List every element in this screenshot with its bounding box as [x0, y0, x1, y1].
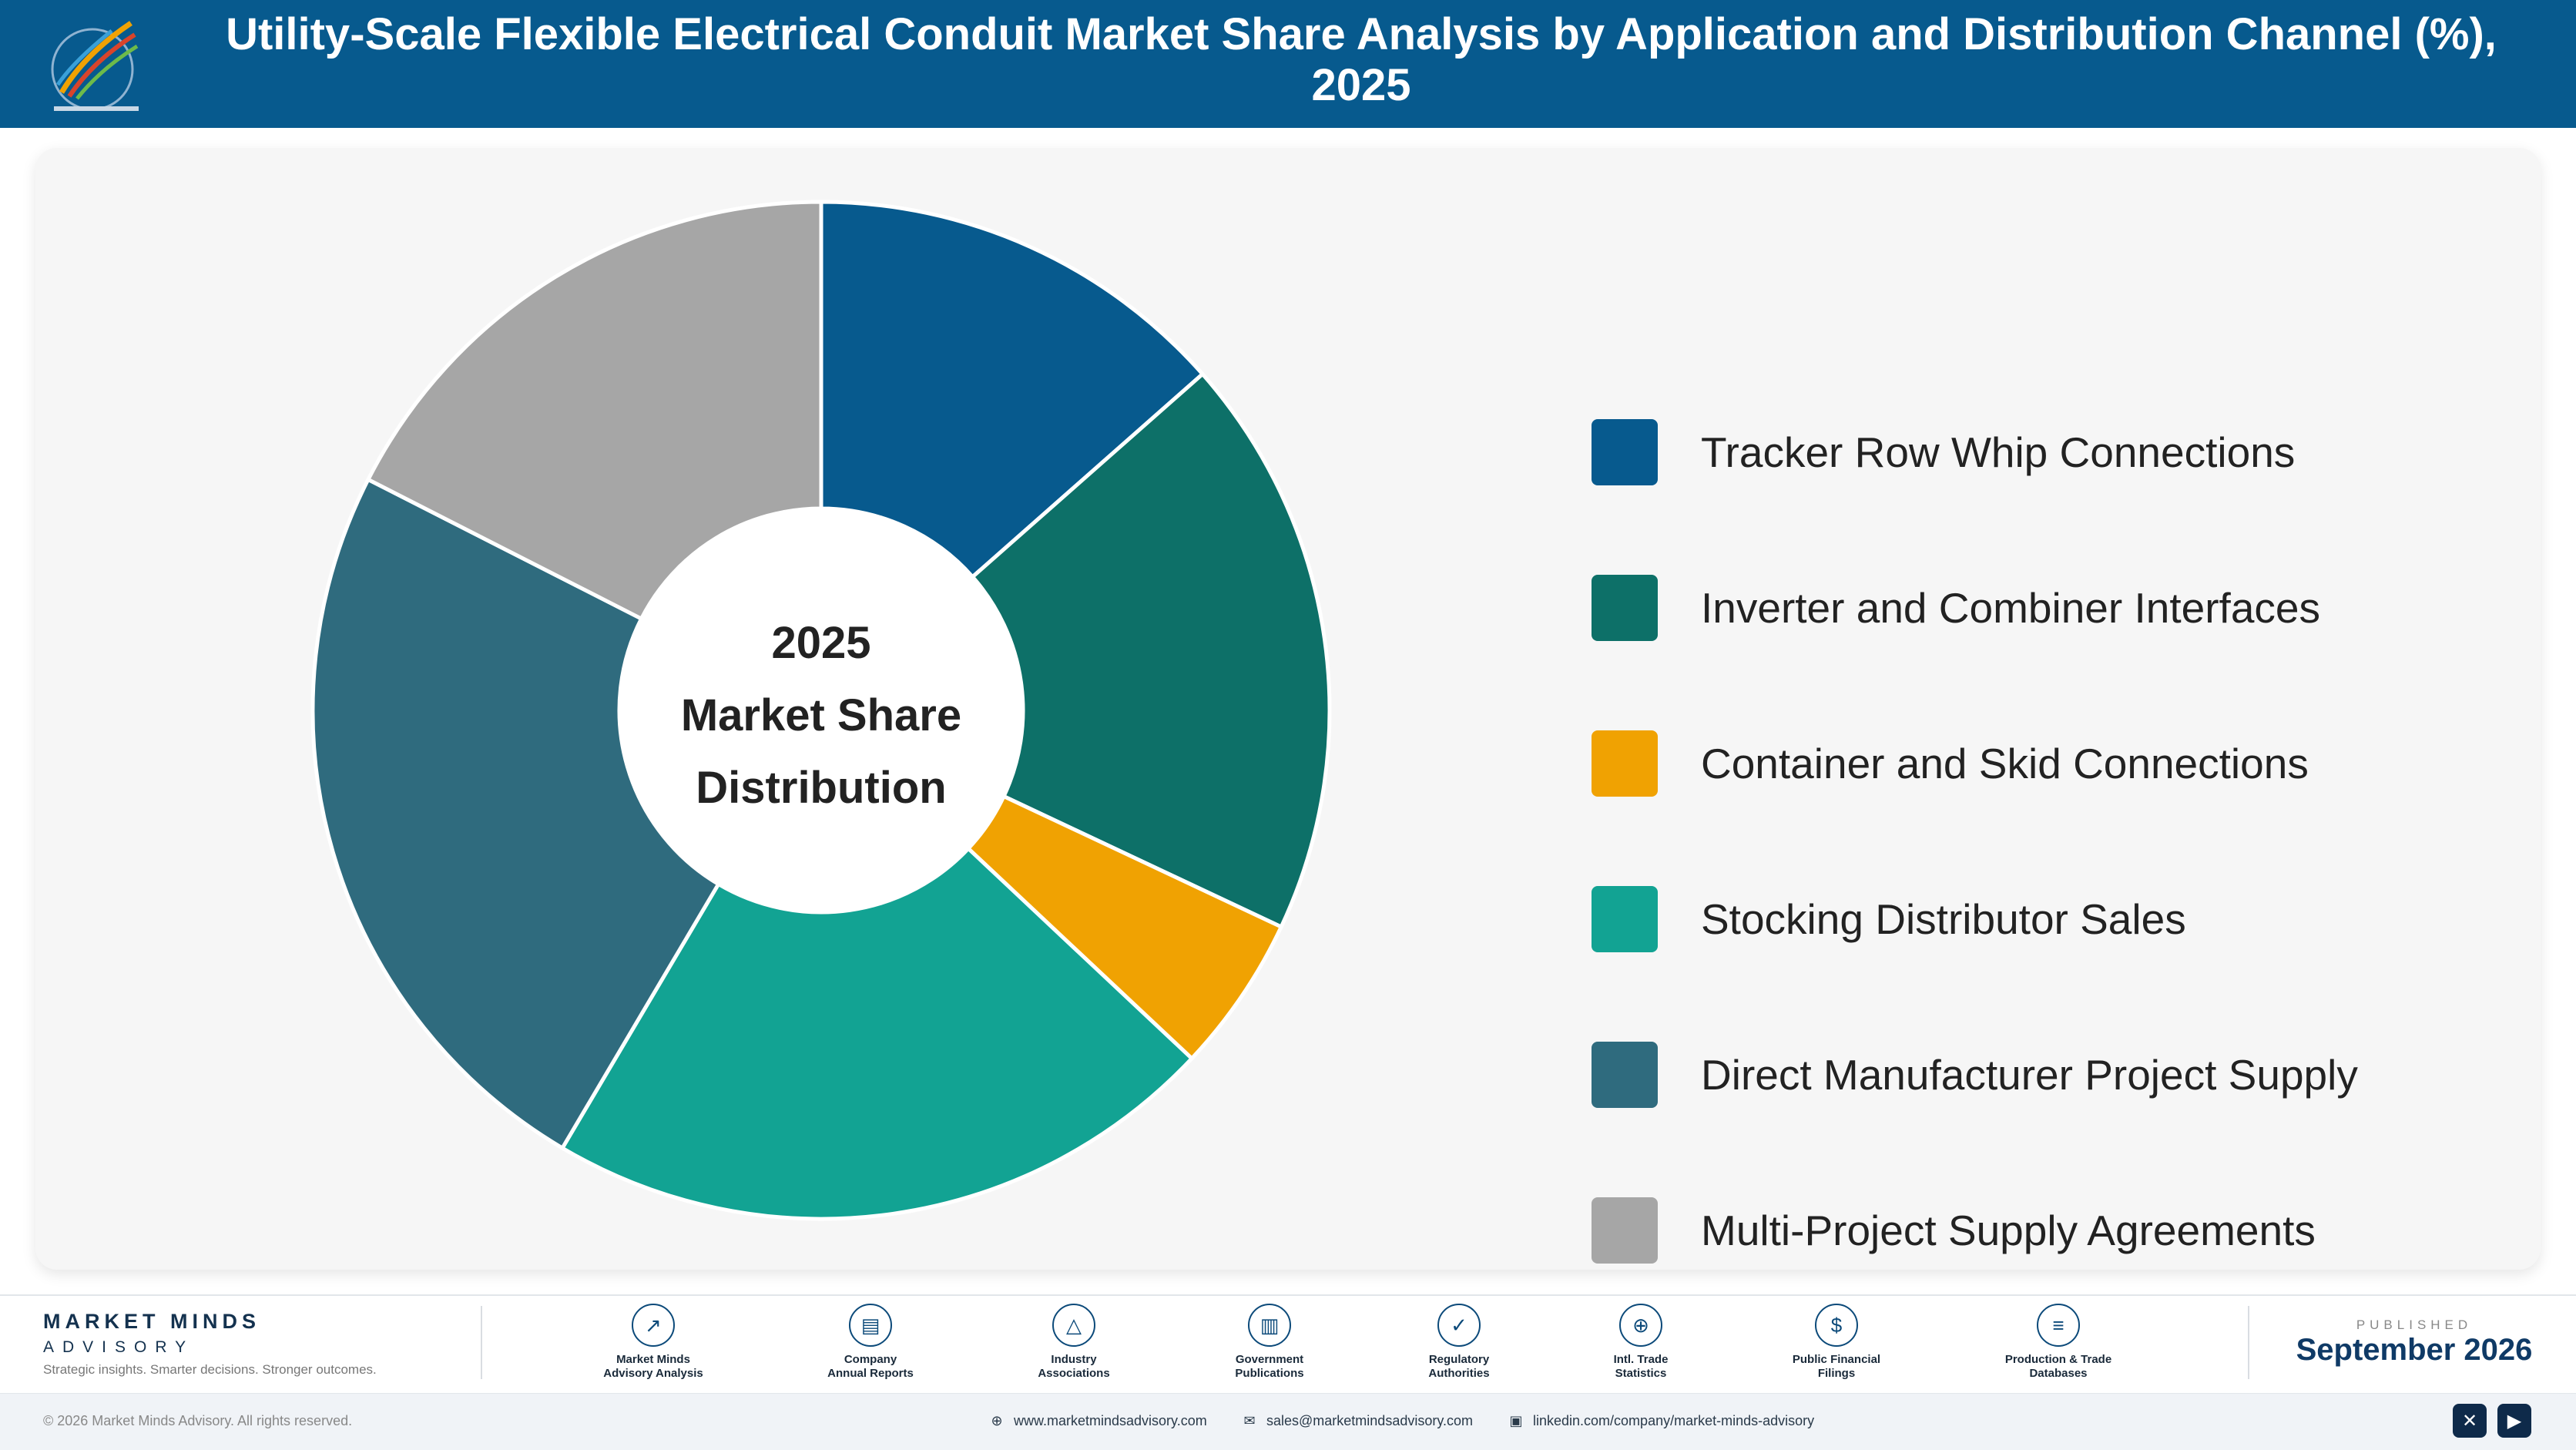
donut-slice-inverter-and-combiner-interfaces[interactable]	[970, 371, 1332, 930]
source-item: $ Public Financial Filings	[1759, 1304, 1914, 1381]
email-link[interactable]: ✉ sales@marketmindsadvisory.com	[1242, 1413, 1473, 1429]
page-title: Utility-Scale Flexible Electrical Condui…	[226, 9, 2497, 110]
legend-label: Tracker Row Whip Connections	[1701, 428, 2296, 476]
database-icon: ≡	[2037, 1304, 2080, 1347]
donut-slice-multi-project-supply-agreements[interactable]	[365, 200, 823, 622]
footer-divider	[481, 1306, 482, 1379]
donut-hole	[621, 510, 1021, 911]
chart-line-icon: ↗	[632, 1304, 675, 1347]
legend-swatch	[1592, 575, 1658, 641]
youtube-social-button[interactable]: ▶	[2497, 1404, 2531, 1438]
brand-tagline: Strategic insights. Smarter decisions. S…	[43, 1362, 377, 1377]
footer-divider	[2248, 1306, 2249, 1379]
shield-icon: ✓	[1437, 1304, 1481, 1347]
source-label: Company Annual Reports	[827, 1353, 914, 1380]
source-item: ▤ Company Annual Reports	[793, 1304, 948, 1381]
email-text: sales@marketmindsadvisory.com	[1266, 1413, 1474, 1428]
data-sources-row: ↗ Market Minds Advisory Analysis ▤ Company An…	[585, 1304, 2180, 1388]
source-label: Regulatory Authorities	[1428, 1353, 1490, 1380]
source-label: Intl. Trade Statistics	[1613, 1353, 1669, 1380]
chart-card: 2025 Market Share Distribution Tracker R…	[35, 148, 2541, 1270]
legend-item[interactable]: Stocking Distributor Sales	[1592, 886, 2358, 952]
source-item: ▥ Government Publications	[1192, 1304, 1347, 1381]
market-minds-logo-icon	[51, 21, 139, 111]
published-date: September 2026	[2296, 1333, 2533, 1367]
brand-subtitle: ADVISORY	[43, 1338, 195, 1356]
x-social-button[interactable]: ✕	[2453, 1404, 2487, 1438]
center-label-line-2: Market Share	[680, 690, 962, 740]
legend-swatch	[1592, 730, 1658, 797]
legend-label: Stocking Distributor Sales	[1701, 895, 2186, 943]
donut-slice-stocking-distributor-sales[interactable]	[559, 845, 1195, 1221]
published-label: PUBLISHED	[2356, 1317, 2473, 1332]
network-icon: △	[1052, 1304, 1095, 1347]
legend-label: Container and Skid Connections	[1701, 740, 2309, 787]
source-item: ≡ Production & Trade Databases	[1981, 1304, 2135, 1381]
linkedin-text: linkedin.com/company/market-minds-adviso…	[1533, 1413, 1815, 1428]
source-label: Public Financial Filings	[1792, 1353, 1881, 1380]
legend-swatch	[1592, 1042, 1658, 1108]
building-icon: ▥	[1248, 1304, 1291, 1347]
legend-label: Multi-Project Supply Agreements	[1701, 1207, 2316, 1254]
copyright-text: © 2026 Market Minds Advisory. All rights…	[43, 1413, 353, 1428]
document-icon: ▤	[849, 1304, 892, 1347]
center-label-line-3: Distribution	[696, 763, 947, 813]
source-label: Market Minds Advisory Analysis	[603, 1353, 703, 1380]
donut-center-label: 2025 Market Share Distribution	[605, 607, 1037, 824]
source-item: ⊕ Intl. Trade Statistics	[1564, 1304, 1718, 1381]
footer-bottom	[0, 1393, 2576, 1450]
footer-top	[0, 1294, 2576, 1393]
header-bar: Utility-Scale Flexible Electrical Condui…	[0, 0, 2576, 128]
globe-icon: ⊕	[991, 1413, 1003, 1428]
chart-legend: Tracker Row Whip Connections Inverter and…	[1592, 419, 2358, 1353]
website-link[interactable]: ⊕ www.marketmindsadvisory.com	[989, 1413, 1207, 1429]
linkedin-icon: ▣	[1509, 1413, 1523, 1428]
legend-item[interactable]: Container and Skid Connections	[1592, 730, 2358, 797]
globe-icon: ⊕	[1619, 1304, 1662, 1347]
legend-label: Direct Manufacturer Project Supply	[1701, 1051, 2358, 1099]
legend-item[interactable]: Tracker Row Whip Connections	[1592, 419, 2358, 485]
linkedin-link[interactable]: ▣ linkedin.com/company/market-minds-advi…	[1508, 1413, 1814, 1429]
source-item: △ Industry Associations	[997, 1304, 1151, 1381]
donut-slice-direct-manufacturer-project-supply[interactable]	[310, 477, 722, 1151]
center-label-line-1: 2025	[771, 618, 871, 668]
legend-item[interactable]: Direct Manufacturer Project Supply	[1592, 1042, 2358, 1108]
mail-icon: ✉	[1243, 1413, 1256, 1428]
website-text: www.marketmindsadvisory.com	[1014, 1413, 1207, 1428]
source-label: Government Publications	[1235, 1353, 1304, 1380]
dollar-icon: $	[1815, 1304, 1858, 1347]
legend-item[interactable]: Multi-Project Supply Agreements	[1592, 1197, 2358, 1264]
source-item: ↗ Market Minds Advisory Analysis	[576, 1304, 730, 1381]
source-item: ✓ Regulatory Authorities	[1382, 1304, 1536, 1381]
donut-slice-tracker-row-whip-connections[interactable]	[819, 200, 1206, 580]
legend-swatch	[1592, 1197, 1658, 1264]
legend-swatch	[1592, 419, 1658, 485]
donut-chart	[310, 200, 1332, 1221]
source-label: Industry Associations	[1038, 1353, 1110, 1380]
legend-item[interactable]: Inverter and Combiner Interfaces	[1592, 575, 2358, 641]
legend-label: Inverter and Combiner Interfaces	[1701, 584, 2320, 632]
legend-swatch	[1592, 886, 1658, 952]
source-label: Production & Trade Databases	[2004, 1353, 2112, 1380]
brand-name: MARKET MINDS	[43, 1310, 260, 1333]
